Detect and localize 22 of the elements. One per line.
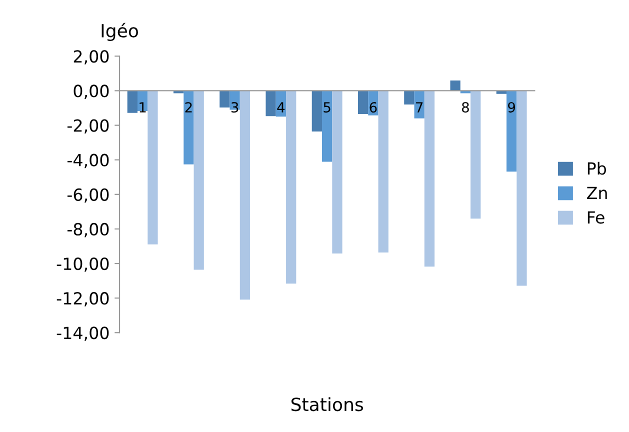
y-axis-title: Igéo <box>102 22 138 42</box>
y-tick-label: -8,00 <box>67 222 109 238</box>
y-tick-label: -6,00 <box>67 188 109 203</box>
x-tick-label: 1 <box>140 102 146 112</box>
x-tick-label: 2 <box>185 102 192 112</box>
legend-label: Zn <box>587 186 607 199</box>
y-tick-label: 0,00 <box>74 84 109 99</box>
x-tick-label: 8 <box>462 102 469 113</box>
y-tick-label: -10,00 <box>56 257 109 272</box>
x-tick-label: 4 <box>277 102 285 112</box>
y-tick-label: -2,00 <box>67 119 109 134</box>
y-tick-label: -12,00 <box>56 292 109 306</box>
x-tick-label: 6 <box>370 102 377 113</box>
y-tick-label: -14,00 <box>56 326 109 341</box>
y-tick-label: 2,00 <box>74 50 109 64</box>
y-tick-label: -4,00 <box>67 154 109 168</box>
legend-label: Pb <box>588 162 606 175</box>
x-axis-title: Stations <box>291 397 363 412</box>
x-tick-label: 9 <box>508 102 516 113</box>
x-tick-label: 5 <box>324 102 330 113</box>
legend-label: Fe <box>588 211 604 224</box>
x-tick-label: 7 <box>416 102 423 112</box>
